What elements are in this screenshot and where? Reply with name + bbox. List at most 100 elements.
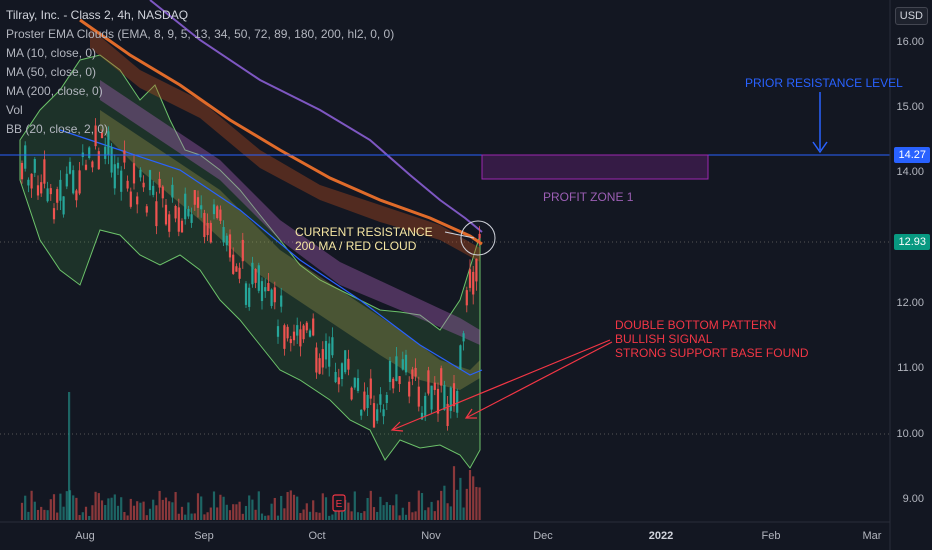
volume-bar xyxy=(33,501,36,520)
earnings-marker-icon[interactable] xyxy=(332,494,346,512)
candle-body xyxy=(193,190,196,205)
candle-body xyxy=(97,151,100,170)
candle-body xyxy=(94,125,97,147)
volume-bar xyxy=(376,511,379,520)
candle-body xyxy=(312,318,315,336)
candlesticks xyxy=(20,118,481,431)
volume-bar xyxy=(30,490,33,520)
volume-bar xyxy=(75,497,78,520)
indicator-ma-200[interactable]: MA (200, close, 0) xyxy=(6,84,103,98)
current-resistance-line-2: 200 MA / RED CLOUD xyxy=(295,239,417,253)
candle-body xyxy=(472,271,475,295)
candle-body xyxy=(219,209,222,221)
volume-bar xyxy=(104,505,107,520)
candle-body xyxy=(366,394,369,408)
ma-200-line xyxy=(79,18,483,246)
volume-bar xyxy=(315,512,318,520)
indicator-bollinger[interactable]: BB (20, close, 2, 0) xyxy=(6,122,109,136)
candle-body xyxy=(452,383,456,407)
volume-bar xyxy=(40,506,43,520)
candle-body xyxy=(340,363,344,379)
candle-body xyxy=(427,370,430,394)
indicator-ma-50[interactable]: MA (50, close, 0) xyxy=(6,65,97,79)
profit-zone-label[interactable]: PROFIT ZONE 1 xyxy=(543,190,634,204)
symbol-title[interactable]: Tilray, Inc. - Class 2, 4h, NASDAQ xyxy=(6,8,189,22)
candle-body xyxy=(187,208,190,217)
time-tick-year: 2022 xyxy=(648,530,674,542)
volume-bar xyxy=(347,502,350,520)
indicator-ema-clouds[interactable]: Proster EMA Clouds (EMA, 8, 9, 5, 13, 34… xyxy=(6,27,395,41)
candle-body xyxy=(350,387,353,400)
candle-body xyxy=(68,161,72,174)
volume-bar xyxy=(196,493,200,520)
candle-body xyxy=(305,322,308,331)
candle-body xyxy=(379,394,382,405)
indicator-volume[interactable]: Vol xyxy=(6,103,23,117)
candle-body xyxy=(456,390,459,413)
indicator-ma-10[interactable]: MA (10, close, 0) xyxy=(6,46,97,60)
price-tick: 12.00 xyxy=(896,297,924,309)
candle-body xyxy=(363,391,366,410)
volume-bar xyxy=(107,498,110,520)
candle-body xyxy=(155,201,158,227)
candle-body xyxy=(248,287,251,307)
volume-bar xyxy=(24,495,27,520)
candle-body xyxy=(161,186,164,199)
volume-bar xyxy=(411,512,414,520)
volume-bar xyxy=(257,491,260,520)
candle-body xyxy=(424,395,427,416)
time-tick: Aug xyxy=(75,530,95,542)
candle-body xyxy=(132,163,136,184)
volume-bar xyxy=(248,495,251,520)
volume-bar xyxy=(94,491,97,520)
volume-bar xyxy=(36,509,40,520)
candle-body xyxy=(196,197,200,208)
time-tick: Feb xyxy=(761,530,781,542)
volume-bar xyxy=(472,476,475,520)
candle-body xyxy=(353,377,356,388)
candle-body xyxy=(401,359,404,370)
candle-body xyxy=(347,358,350,370)
prior-resistance-label[interactable]: PRIOR RESISTANCE LEVEL xyxy=(745,76,903,90)
candle-body xyxy=(443,385,446,411)
prior-resistance-arrowhead xyxy=(812,141,828,154)
candle-body xyxy=(232,254,235,274)
volume-bar xyxy=(468,469,472,520)
candle-body xyxy=(449,387,452,411)
volume-bar xyxy=(475,486,478,520)
volume-bar xyxy=(366,497,369,520)
currency-button[interactable]: USD xyxy=(894,7,928,25)
volume-bar xyxy=(305,503,308,520)
volume-bar xyxy=(286,492,289,520)
volume-bar xyxy=(244,505,248,520)
current-resistance-label[interactable]: CURRENT RESISTANCE 200 MA / RED CLOUD xyxy=(295,225,433,253)
candle-body xyxy=(280,295,283,307)
candle-body xyxy=(174,205,177,219)
price-axis[interactable]: USD 16.00 15.00 14.00 12.00 11.00 10.00 … xyxy=(890,0,932,550)
volume-bar xyxy=(152,499,155,520)
profit-zone-box[interactable] xyxy=(481,154,709,180)
volume-bar xyxy=(62,506,65,520)
volume-bar xyxy=(334,510,337,520)
candle-body xyxy=(88,147,91,158)
candle-body xyxy=(123,150,126,163)
candle-body xyxy=(408,381,411,397)
double-bottom-label[interactable]: DOUBLE BOTTOM PATTERN BULLISH SIGNAL STR… xyxy=(615,318,809,360)
volume-bar xyxy=(395,494,398,520)
volume-bar xyxy=(308,511,312,520)
candle-body xyxy=(235,266,238,272)
volume-bar xyxy=(433,511,436,520)
candle-body xyxy=(337,377,340,385)
volume-bar xyxy=(276,515,280,520)
volume-bar xyxy=(20,502,24,520)
candle-body xyxy=(100,132,104,139)
volume-bar xyxy=(136,501,139,520)
volume-bar xyxy=(209,507,212,520)
candle-body xyxy=(299,329,302,347)
candle-body xyxy=(225,235,228,246)
candle-body xyxy=(392,378,395,389)
candle-body xyxy=(270,289,273,306)
volume-bar xyxy=(401,507,404,520)
candle-body xyxy=(433,382,436,390)
